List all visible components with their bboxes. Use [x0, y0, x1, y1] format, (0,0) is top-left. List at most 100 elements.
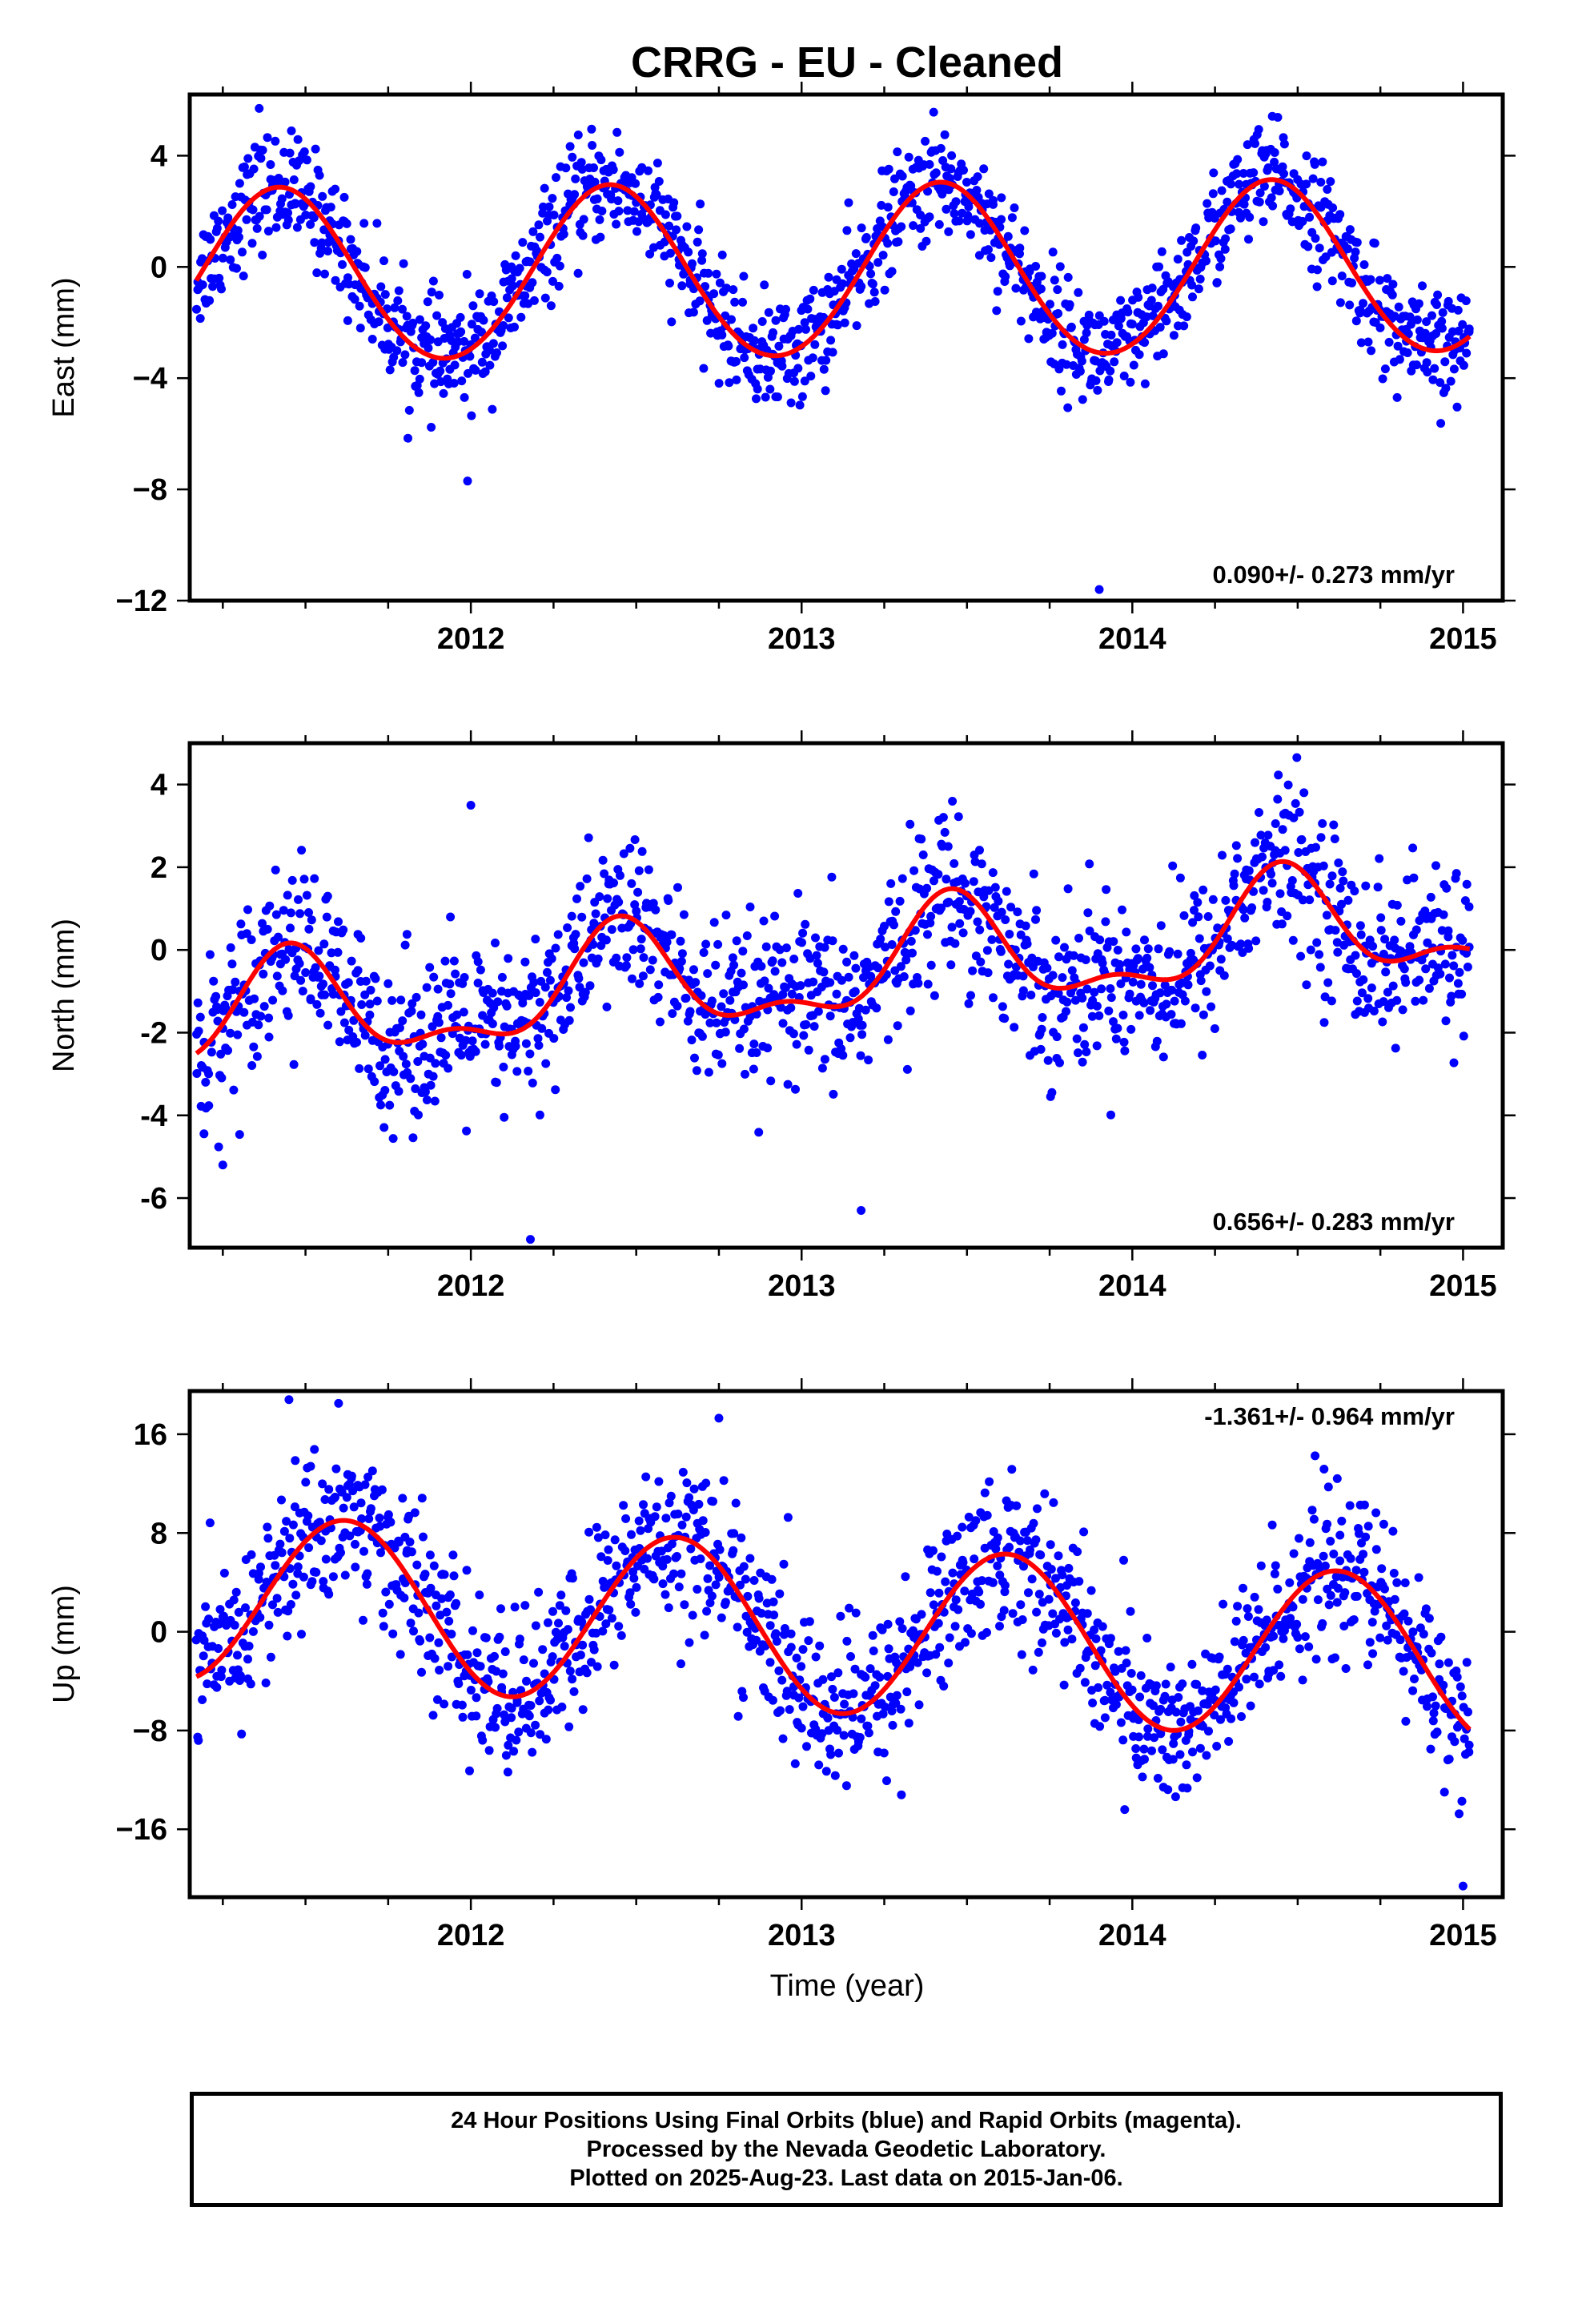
data-point [1311, 842, 1320, 852]
data-point [728, 953, 737, 963]
data-point [1370, 239, 1379, 248]
data-point [434, 1018, 444, 1027]
data-point [925, 212, 934, 222]
data-point [524, 991, 534, 1000]
data-point [1065, 300, 1074, 309]
data-point [1426, 892, 1435, 902]
data-point [1126, 1024, 1136, 1034]
data-point [1392, 995, 1402, 1005]
data-point [1323, 978, 1333, 987]
data-point [319, 1577, 328, 1586]
data-point [1311, 1655, 1321, 1664]
data-point [324, 1590, 334, 1599]
data-point [1294, 848, 1303, 857]
data-point [1441, 1016, 1451, 1026]
data-point [815, 1641, 825, 1651]
data-point [725, 995, 735, 1005]
data-point [1134, 292, 1143, 302]
data-point [1100, 1695, 1110, 1705]
data-point [629, 1574, 639, 1583]
data-point [392, 346, 402, 356]
data-point [1305, 1538, 1315, 1547]
data-point [1457, 1691, 1467, 1701]
data-point [614, 898, 624, 907]
data-point [307, 915, 316, 925]
data-point [281, 955, 291, 964]
data-point [1454, 326, 1464, 336]
data-point [1046, 300, 1054, 309]
data-point [857, 1714, 866, 1723]
data-point [881, 943, 890, 952]
data-point [1285, 1578, 1295, 1587]
data-point [779, 1559, 789, 1569]
data-point [1318, 157, 1327, 167]
data-point [366, 1504, 375, 1514]
data-point [258, 146, 267, 155]
data-point [1146, 296, 1156, 305]
data-point [418, 1039, 428, 1049]
data-point [1155, 323, 1165, 332]
data-point [943, 842, 953, 851]
data-point [401, 1059, 411, 1069]
data-point [1136, 1671, 1146, 1680]
data-point [511, 1041, 520, 1051]
data-point [935, 1642, 945, 1652]
data-point [1439, 1787, 1449, 1797]
data-point [248, 205, 258, 215]
data-point [1062, 1007, 1070, 1016]
data-point [1052, 1032, 1062, 1042]
data-point [239, 162, 249, 171]
data-point [402, 312, 412, 321]
data-point [1074, 934, 1083, 943]
data-point [850, 1664, 860, 1674]
data-point [1022, 1536, 1032, 1546]
data-point [470, 333, 480, 343]
data-point [274, 174, 283, 183]
data-point [1026, 1545, 1034, 1554]
data-point [842, 1636, 852, 1646]
data-point [864, 1728, 873, 1738]
data-point [235, 232, 243, 242]
data-point [1104, 375, 1114, 384]
data-point [1145, 963, 1154, 972]
data-point [1116, 1718, 1126, 1727]
data-point [491, 939, 500, 947]
data-point [205, 296, 215, 305]
data-point [636, 944, 645, 954]
data-point [1217, 186, 1227, 195]
data-point [1430, 364, 1439, 373]
data-point [273, 1607, 283, 1617]
data-point [1204, 1727, 1213, 1736]
data-point [1212, 1742, 1222, 1751]
data-point [584, 1527, 594, 1537]
data-point [440, 956, 450, 966]
data-point [559, 229, 568, 239]
data-point [926, 960, 936, 970]
data-point [519, 1655, 528, 1665]
data-point [1261, 1642, 1271, 1652]
data-point [678, 1467, 688, 1477]
data-point [908, 948, 917, 958]
data-point [1233, 1602, 1243, 1611]
data-point [192, 1069, 202, 1078]
data-point [821, 356, 831, 365]
data-point [654, 177, 664, 186]
data-point [1078, 1023, 1088, 1032]
data-point [315, 1518, 324, 1527]
data-point [293, 135, 303, 144]
data-point [195, 1012, 205, 1022]
data-point [976, 957, 986, 967]
data-point [1186, 948, 1195, 958]
data-point [1273, 794, 1283, 804]
data-point [1114, 1647, 1123, 1656]
data-point [1298, 895, 1307, 905]
data-point [781, 983, 790, 992]
data-point [1074, 287, 1083, 297]
data-point [404, 405, 414, 415]
data-point [1419, 995, 1428, 1005]
data-point [729, 1529, 739, 1538]
data-point [398, 1016, 408, 1026]
data-point [737, 968, 746, 978]
data-point [1270, 1569, 1279, 1578]
